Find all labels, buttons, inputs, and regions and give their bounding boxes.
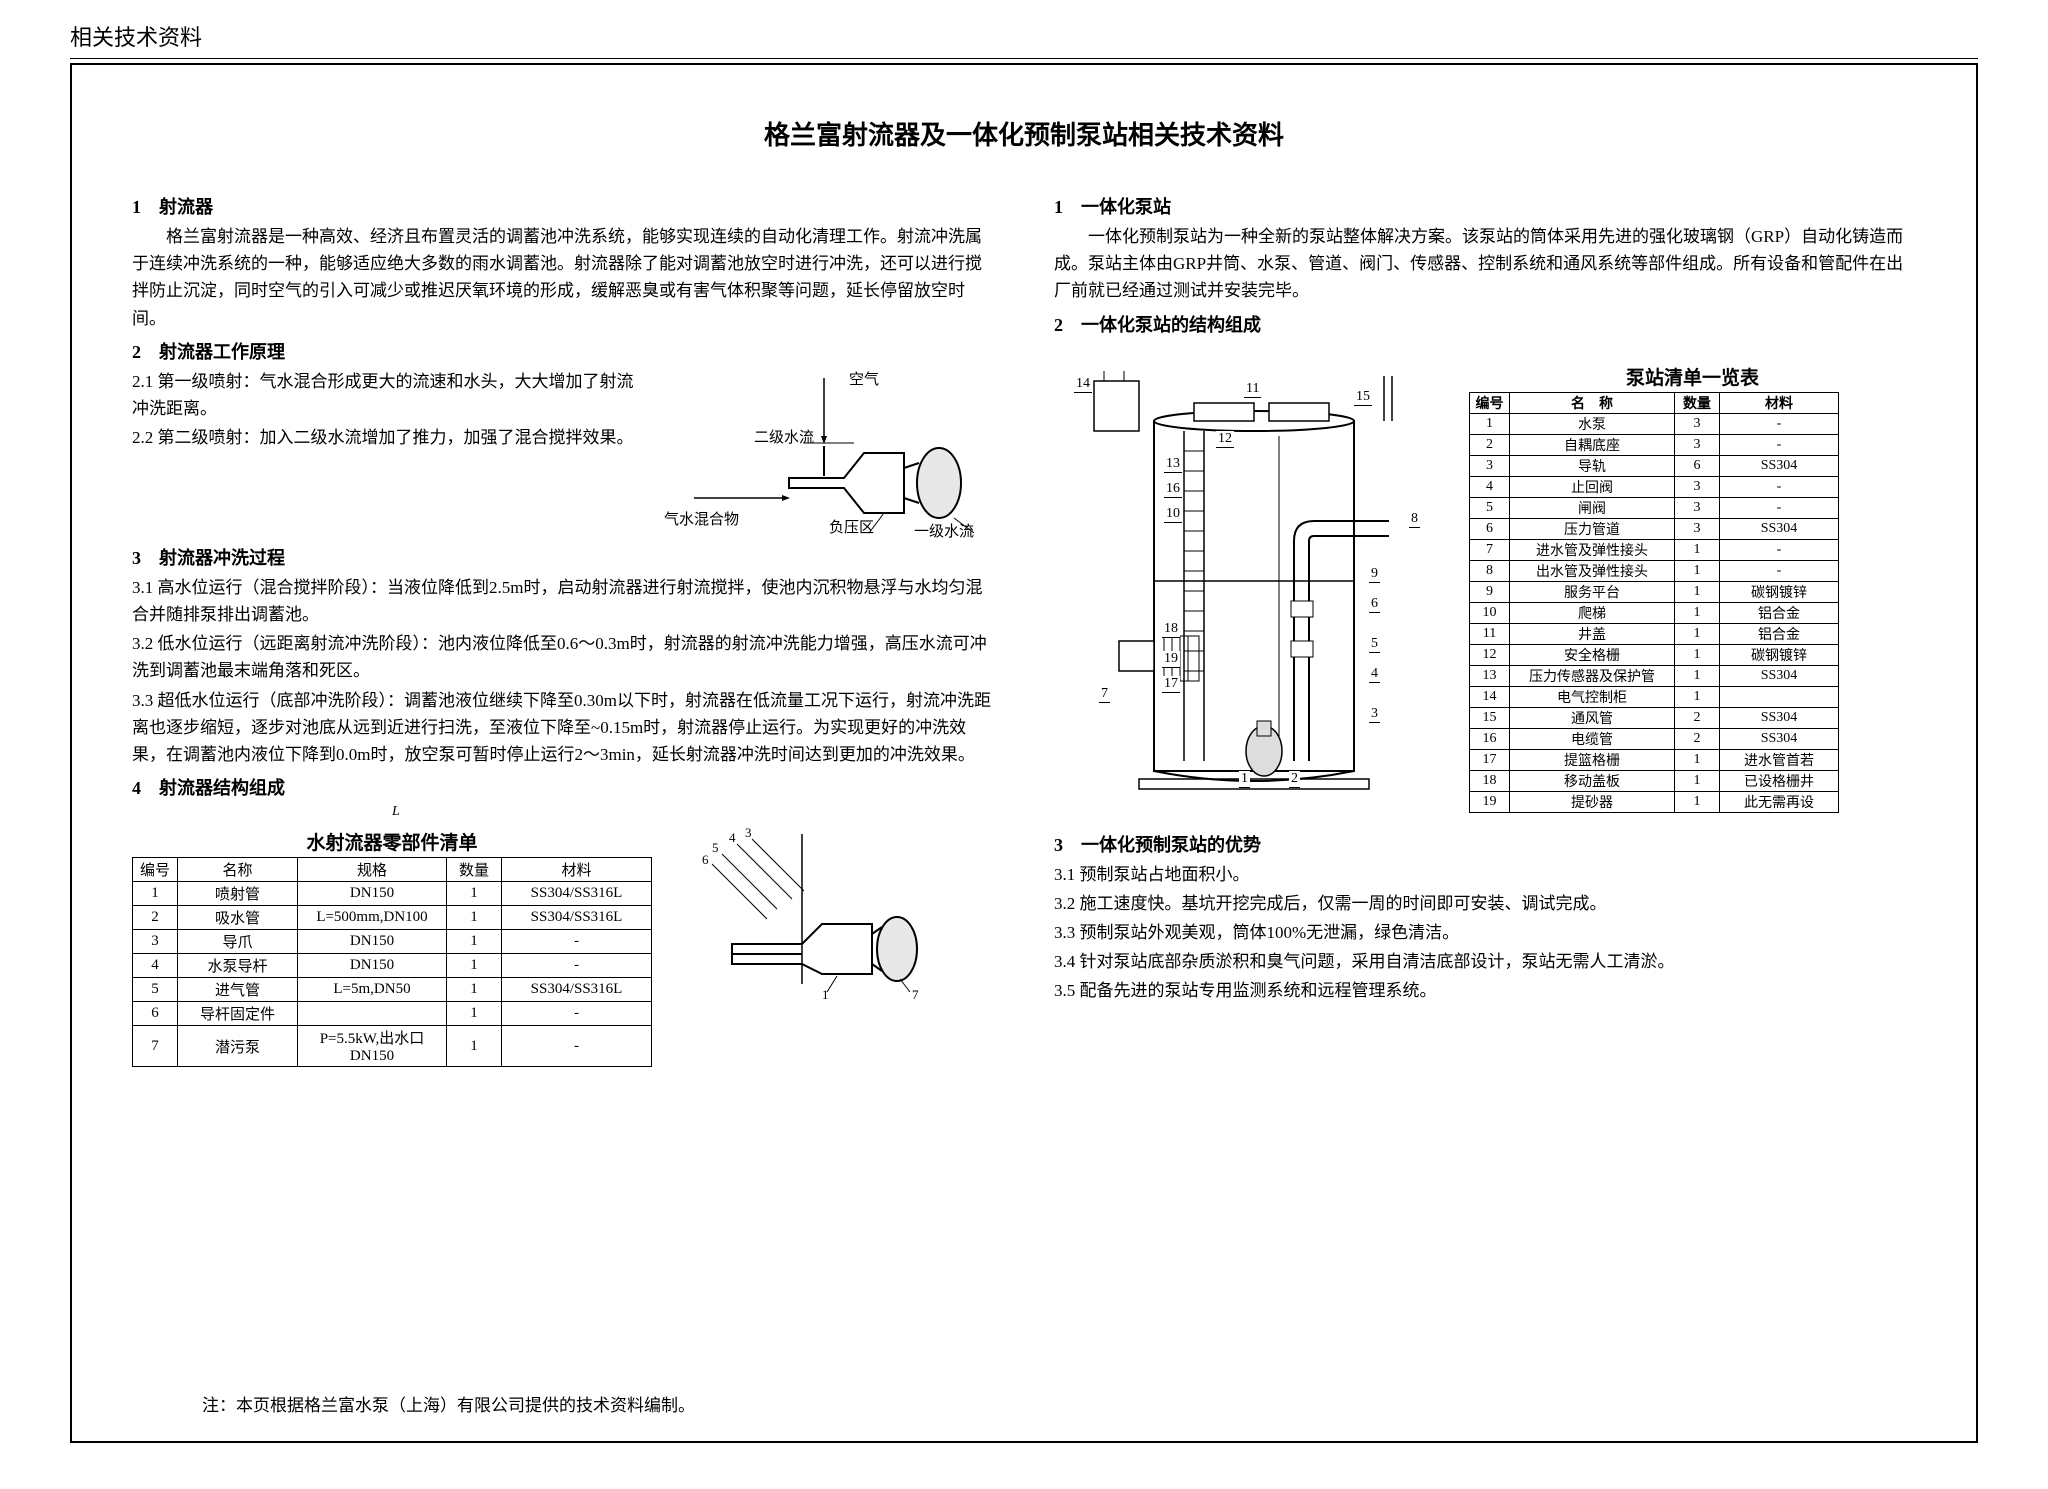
pump-station-figure: 14 11 15 12 13 16 10 8 9 6 18 5 19 4 17 … [1054, 341, 1454, 811]
svg-text:6: 6 [702, 852, 709, 867]
callout-17: 17 [1162, 676, 1180, 693]
callout-19: 19 [1162, 651, 1180, 668]
station-parts-table: 编号 名 称 数量 材料 1水泵3-2自耦底座3-3导轨6SS3044止回阀3-… [1469, 392, 1839, 813]
table-row: 1水泵3- [1470, 413, 1839, 434]
table-row: 2吸水管L=500mm,DN1001SS304/SS316L [133, 906, 652, 930]
p-r3-1: 3.1 预制泵站占地面积小。 [1054, 861, 1916, 888]
table-row: 7进水管及弹性接头1- [1470, 539, 1839, 560]
callout-9: 9 [1369, 566, 1380, 583]
p-s2-2: 2.2 第二级喷射：加入二级水流增加了推力，加强了混合搅拌效果。 [132, 424, 634, 451]
p-s3-1: 3.1 高水位运行（混合搅拌阶段）：当液位降低到2.5m时，启动射流器进行射流搅… [132, 574, 994, 628]
svg-text:1: 1 [822, 987, 829, 1002]
lbl-l2: 二级水流 [754, 426, 814, 447]
lbl-mix: 气水混合物 [664, 508, 739, 529]
table-row: 7潜污泵P=5.5kW,出水口DN1501- [133, 1026, 652, 1067]
svg-text:4: 4 [729, 830, 736, 845]
callout-12: 12 [1216, 431, 1234, 448]
callout-18: 18 [1162, 621, 1180, 638]
callout-10: 10 [1164, 506, 1182, 523]
table-row: 11井盖1铝合金 [1470, 623, 1839, 644]
callout-7: 7 [1099, 686, 1110, 703]
station-parts-title: 泵站清单一览表 [1469, 363, 1916, 390]
svg-text:7: 7 [912, 987, 919, 1002]
table-row: 2自耦底座3- [1470, 434, 1839, 455]
left-column: 1 射流器 格兰富射流器是一种高效、经济且布置灵活的调蓄池冲洗系统，能够实现连续… [132, 187, 994, 1067]
right-column: 1 一体化泵站 一体化预制泵站为一种全新的泵站整体解决方案。该泵站的筒体采用先进… [1054, 187, 1916, 1067]
table-row: 4止回阀3- [1470, 476, 1839, 497]
ejector-parts-title: 水射流器零部件清单 [132, 828, 652, 855]
lbl-l1: 一级水流 [914, 520, 974, 541]
page-header: 相关技术资料 [70, 20, 1978, 59]
p-r1: 一体化预制泵站为一种全新的泵站整体解决方案。该泵站的筒体采用先进的强化玻璃钢（G… [1054, 223, 1916, 305]
table-row: 6导杆固定件1- [133, 1002, 652, 1026]
table-header-row: 编号 名 称 数量 材料 [1470, 392, 1839, 413]
callout-8: 8 [1409, 511, 1420, 528]
ejector-assembly-figure: 6 5 4 3 1 7 [672, 824, 932, 1014]
callout-1: 1 [1239, 771, 1250, 788]
table-row: 10爬梯1铝合金 [1470, 602, 1839, 623]
h-s4: 4 射流器结构组成 [132, 774, 994, 800]
lbl-L: L [392, 804, 652, 820]
h-s1: 1 射流器 [132, 193, 994, 219]
table-row: 15通风管2SS304 [1470, 707, 1839, 728]
callout-3: 3 [1369, 706, 1380, 723]
main-title: 格兰富射流器及一体化预制泵站相关技术资料 [132, 115, 1916, 152]
h-s2: 2 射流器工作原理 [132, 338, 994, 364]
columns: 1 射流器 格兰富射流器是一种高效、经济且布置灵活的调蓄池冲洗系统，能够实现连续… [132, 187, 1916, 1067]
table-row: 13压力传感器及保护管1SS304 [1470, 665, 1839, 686]
table-row: 19提砂器1此无需再设 [1470, 791, 1839, 812]
ejector-figure: 空气 二级水流 气水混合物 负压区 一级水流 [654, 368, 994, 538]
h-r3: 3 一体化预制泵站的优势 [1054, 831, 1916, 857]
p-r3-2: 3.2 施工速度快。基坑开挖完成后，仅需一周的时间即可安装、调试完成。 [1054, 890, 1916, 917]
callout-11: 11 [1244, 381, 1261, 398]
table-row: 8出水管及弹性接头1- [1470, 560, 1839, 581]
page-frame: 格兰富射流器及一体化预制泵站相关技术资料 1 射流器 格兰富射流器是一种高效、经… [70, 63, 1978, 1443]
p-r3-3: 3.3 预制泵站外观美观，筒体100%无泄漏，绿色清洁。 [1054, 919, 1916, 946]
table-row: 1喷射管DN1501SS304/SS316L [133, 882, 652, 906]
table-row: 5进气管L=5m,DN501SS304/SS316L [133, 978, 652, 1002]
callout-6: 6 [1369, 596, 1380, 613]
p-s3-2: 3.2 低水位运行（远距离射流冲洗阶段）：池内液位降低至0.6～0.3m时，射流… [132, 630, 994, 684]
lbl-neg: 负压区 [829, 516, 874, 537]
table-row: 9服务平台1碳钢镀锌 [1470, 581, 1839, 602]
table-row: 17提篮格栅1进水管首若 [1470, 749, 1839, 770]
ejector-parts-table: 编号 名称 规格 数量 材料 1喷射管DN1501SS304/SS316L2吸水… [132, 857, 652, 1067]
table-row: 16电缆管2SS304 [1470, 728, 1839, 749]
footnote: 注：本页根据格兰富水泵（上海）有限公司提供的技术资料编制。 [202, 1391, 695, 1416]
callout-16: 16 [1164, 481, 1182, 498]
callout-4: 4 [1369, 666, 1380, 683]
table-row: 3导爪DN1501- [133, 930, 652, 954]
svg-text:5: 5 [712, 840, 719, 855]
p-r3-4: 3.4 针对泵站底部杂质淤积和臭气问题，采用自清洁底部设计，泵站无需人工清淤。 [1054, 948, 1916, 975]
callout-15: 15 [1354, 389, 1372, 406]
callout-14: 14 [1074, 376, 1092, 393]
callout-13: 13 [1164, 456, 1182, 473]
lbl-air: 空气 [849, 368, 879, 389]
p-r3-5: 3.5 配备先进的泵站专用监测系统和远程管理系统。 [1054, 977, 1916, 1004]
table-row: 14电气控制柜1 [1470, 686, 1839, 707]
table-row: 5闸阀3- [1470, 497, 1839, 518]
callout-5: 5 [1369, 636, 1380, 653]
table-row: 4水泵导杆DN1501- [133, 954, 652, 978]
svg-text:3: 3 [745, 825, 752, 840]
p-s3-3: 3.3 超低水位运行（底部冲洗阶段）：调蓄池液位继续下降至0.30m以下时，射流… [132, 687, 994, 769]
table-row: 3导轨6SS304 [1470, 455, 1839, 476]
table-row: 12安全格栅1碳钢镀锌 [1470, 644, 1839, 665]
callout-2: 2 [1289, 771, 1300, 788]
table-row: 18移动盖板1已设格栅井 [1470, 770, 1839, 791]
p-s2-1: 2.1 第一级喷射：气水混合形成更大的流速和水头，大大增加了射流冲洗距离。 [132, 368, 634, 422]
h-r1: 1 一体化泵站 [1054, 193, 1916, 219]
h-s3: 3 射流器冲洗过程 [132, 544, 994, 570]
table-header-row: 编号 名称 规格 数量 材料 [133, 858, 652, 882]
table-row: 6压力管道3SS304 [1470, 518, 1839, 539]
h-r2: 2 一体化泵站的结构组成 [1054, 311, 1916, 337]
p-s1: 格兰富射流器是一种高效、经济且布置灵活的调蓄池冲洗系统，能够实现连续的自动化清理… [132, 223, 994, 332]
